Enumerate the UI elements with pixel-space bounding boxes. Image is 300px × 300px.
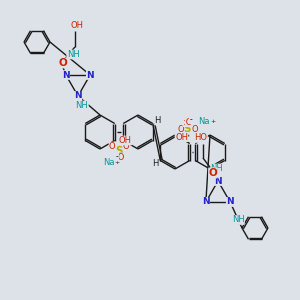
Text: H: H xyxy=(152,159,158,168)
Text: O: O xyxy=(177,125,184,134)
Text: OH: OH xyxy=(70,20,83,29)
Text: +: + xyxy=(115,160,120,165)
Text: HO: HO xyxy=(194,134,208,142)
Text: N: N xyxy=(202,197,210,206)
Text: NH: NH xyxy=(67,50,80,59)
Text: O: O xyxy=(208,168,217,178)
Text: :O: :O xyxy=(183,118,192,127)
Text: O: O xyxy=(109,142,116,151)
Text: Na: Na xyxy=(103,158,115,167)
Text: S: S xyxy=(116,146,123,155)
Text: N: N xyxy=(62,70,70,80)
Text: -: - xyxy=(116,152,119,161)
Text: N: N xyxy=(214,176,222,185)
Text: +: + xyxy=(210,119,215,124)
Text: NH: NH xyxy=(232,215,244,224)
Text: Na: Na xyxy=(198,117,209,126)
Text: NH: NH xyxy=(76,101,88,110)
Text: H: H xyxy=(154,116,161,125)
Text: OH: OH xyxy=(119,136,132,145)
Text: O: O xyxy=(191,125,198,134)
Text: :O: :O xyxy=(115,153,124,162)
Text: O: O xyxy=(123,142,130,151)
Text: -: - xyxy=(189,115,192,124)
Text: N: N xyxy=(226,197,234,206)
Text: OH: OH xyxy=(175,133,188,142)
Text: NH: NH xyxy=(211,164,223,173)
Text: N: N xyxy=(74,92,82,100)
Text: O: O xyxy=(58,58,67,68)
Text: N: N xyxy=(86,70,94,80)
Text: S: S xyxy=(184,124,191,134)
